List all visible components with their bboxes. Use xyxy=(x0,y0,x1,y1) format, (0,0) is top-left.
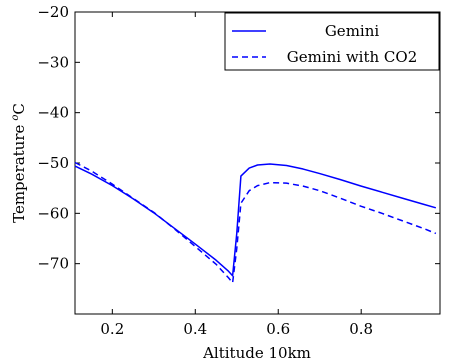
legend: Gemini Gemini with CO2 xyxy=(224,12,440,71)
x-tick-label: 0.8 xyxy=(349,320,373,338)
y-tick-label: −20 xyxy=(37,3,69,21)
series-lines xyxy=(74,161,437,284)
series-line-gemini xyxy=(74,163,437,277)
y-axis-ticks: −70 −60 −50 −40 −30 −20 xyxy=(37,3,440,273)
x-axis-label: Altitude 10km xyxy=(202,344,311,362)
x-tick-label: 0.4 xyxy=(183,320,207,338)
y-tick-label: −70 xyxy=(37,255,69,273)
x-axis-ticks: 0.2 0.4 0.6 0.8 xyxy=(100,12,373,338)
legend-box xyxy=(224,12,440,71)
x-tick-label: 0.6 xyxy=(266,320,290,338)
y-axis-label-unit: C xyxy=(10,103,28,114)
legend-label-gemini: Gemini xyxy=(325,22,380,40)
x-tick-label: 0.2 xyxy=(100,320,124,338)
y-axis-label: TemperatureoC xyxy=(10,103,28,223)
y-axis-label-superscript: o xyxy=(10,115,21,121)
y-tick-label: −50 xyxy=(37,154,69,172)
legend-label-gemini-with-co2: Gemini with CO2 xyxy=(287,48,418,66)
y-tick-label: −30 xyxy=(37,53,69,71)
series-line-gemini-with-co2 xyxy=(74,161,437,284)
y-tick-label: −60 xyxy=(37,204,69,222)
y-tick-label: −40 xyxy=(37,104,69,122)
